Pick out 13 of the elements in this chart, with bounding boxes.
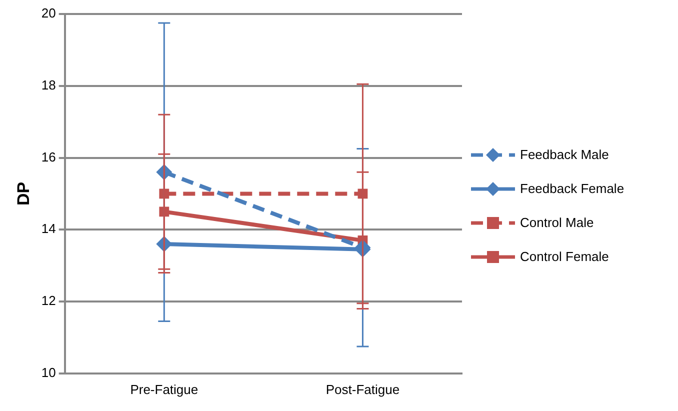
y-tick-label: 20: [41, 6, 56, 21]
y-tick-label: 10: [41, 364, 56, 380]
y-tick-label: 14: [41, 221, 56, 236]
legend-label: Feedback Female: [520, 181, 624, 196]
x-tick-label: Pre-Fatigue: [130, 382, 198, 397]
y-tick-label: 12: [41, 293, 56, 308]
y-tick-label: 18: [41, 77, 56, 92]
legend-label: Control Male: [520, 215, 594, 230]
x-tick-label: Post-Fatigue: [326, 382, 400, 397]
y-tick-label: 16: [41, 149, 56, 164]
y-axis-title: DP: [14, 182, 33, 206]
legend-label: Feedback Male: [520, 147, 609, 162]
legend-label: Control Female: [520, 249, 609, 264]
